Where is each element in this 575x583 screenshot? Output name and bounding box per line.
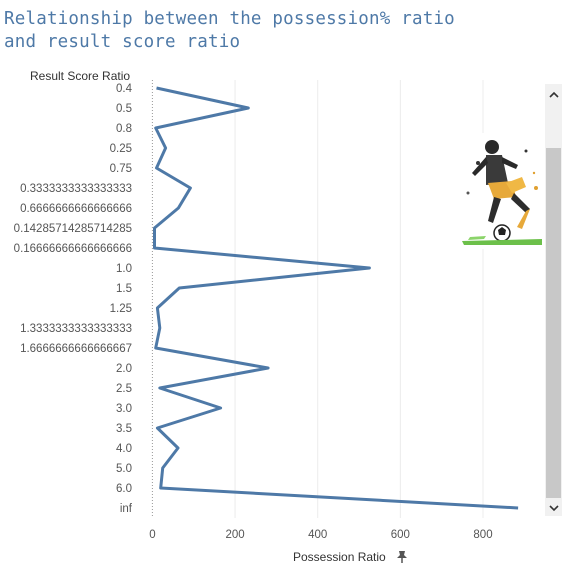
scroll-up-icon[interactable] xyxy=(545,86,562,102)
y-tick-label: 0.4 xyxy=(116,83,133,95)
data-point[interactable] xyxy=(175,445,181,451)
y-tick-label: 0.14285714285714285 xyxy=(14,223,132,235)
y-tick-label: 1.5 xyxy=(116,283,132,295)
data-point[interactable] xyxy=(218,405,224,411)
x-tick-label: 600 xyxy=(391,529,410,541)
y-tick-label: 1.25 xyxy=(110,303,132,315)
data-point[interactable] xyxy=(175,205,181,211)
x-tick-labels: 0 200 400 600 800 xyxy=(149,529,492,541)
y-tick-label: 2.5 xyxy=(116,383,132,395)
series-line-layer xyxy=(151,85,521,511)
chart-title: Relationship between the possession% rat… xyxy=(4,8,564,54)
data-point[interactable] xyxy=(366,265,372,271)
x-tick-label: 800 xyxy=(473,529,492,541)
data-point[interactable] xyxy=(157,385,163,391)
y-tick-label: 6.0 xyxy=(116,483,132,495)
y-tick-label: 1.0 xyxy=(116,263,132,275)
data-point[interactable] xyxy=(153,345,159,351)
x-tick-label: 400 xyxy=(308,529,327,541)
data-point[interactable] xyxy=(265,365,271,371)
chart-title-line-2: and result score ratio xyxy=(4,32,241,52)
data-point[interactable] xyxy=(154,425,160,431)
y-axis-title: Result Score Ratio xyxy=(30,69,131,83)
y-tick-label: 0.75 xyxy=(110,163,132,175)
y-tick-label: 1.3333333333333333 xyxy=(20,323,132,335)
data-point[interactable] xyxy=(157,325,163,331)
y-tick-label: 0.8 xyxy=(116,123,132,135)
data-point[interactable] xyxy=(153,125,159,131)
x-tick-label: 200 xyxy=(225,529,244,541)
data-point[interactable] xyxy=(515,505,521,511)
y-tick-label: inf xyxy=(120,503,133,515)
scroll-down-icon[interactable] xyxy=(545,500,562,516)
soccer-player-image xyxy=(456,133,548,249)
data-point[interactable] xyxy=(154,305,160,311)
y-tick-labels: 0.4 0.5 0.8 0.25 0.75 0.3333333333333333 0.666… xyxy=(14,83,133,515)
data-point[interactable] xyxy=(187,185,193,191)
data-point[interactable] xyxy=(154,165,160,171)
y-tick-label: 0.25 xyxy=(110,143,132,155)
data-point[interactable] xyxy=(154,85,160,91)
data-point[interactable] xyxy=(151,225,157,231)
y-tick-label: 3.0 xyxy=(116,403,132,415)
data-point[interactable] xyxy=(151,245,157,251)
grid-layer xyxy=(234,80,484,518)
y-tick-label: 0.16666666666666666 xyxy=(14,243,132,255)
y-tick-label: 4.0 xyxy=(116,443,132,455)
data-point[interactable] xyxy=(160,465,166,471)
data-point[interactable] xyxy=(163,145,169,151)
scrollbar-thumb[interactable] xyxy=(546,148,561,498)
data-point[interactable] xyxy=(245,105,251,111)
y-tick-label: 5.0 xyxy=(116,463,132,475)
data-point[interactable] xyxy=(158,485,164,491)
y-tick-label: 1.6666666666666667 xyxy=(20,343,132,355)
x-axis-title: Possession Ratio xyxy=(293,550,386,564)
x-tick-label: 0 xyxy=(149,529,155,541)
pin-icon[interactable] xyxy=(396,550,408,564)
y-tick-label: 3.5 xyxy=(116,423,132,435)
y-tick-label: 0.6666666666666666 xyxy=(20,203,132,215)
y-tick-label: 0.5 xyxy=(116,103,132,115)
series-line[interactable] xyxy=(153,86,519,510)
chart-title-line-1: Relationship between the possession% rat… xyxy=(4,9,455,29)
data-point[interactable] xyxy=(176,285,182,291)
y-tick-label: 0.3333333333333333 xyxy=(20,183,132,195)
y-tick-label: 2.0 xyxy=(116,363,132,375)
